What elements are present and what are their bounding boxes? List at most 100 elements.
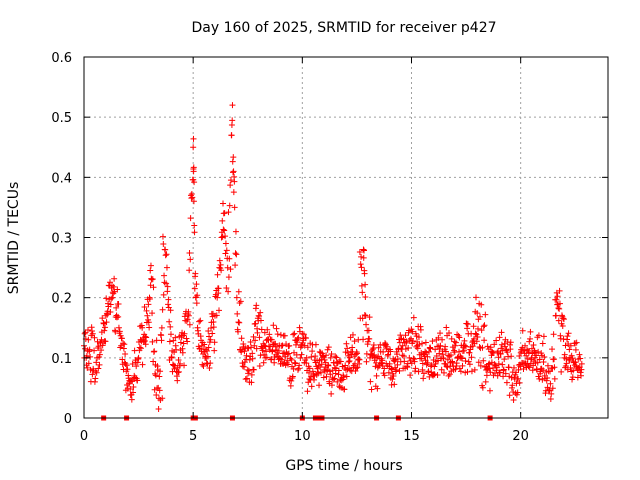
data-point	[191, 222, 198, 229]
data-point	[388, 365, 395, 372]
data-point	[453, 360, 460, 367]
data-point	[506, 392, 513, 399]
data-point	[462, 358, 469, 365]
data-point	[546, 387, 553, 394]
data-point	[370, 341, 377, 348]
data-point	[430, 371, 437, 378]
data-point	[498, 329, 505, 336]
data-point	[306, 365, 313, 372]
data-point	[360, 254, 367, 261]
data-point	[227, 266, 234, 273]
data-point	[230, 154, 237, 161]
data-point	[349, 344, 356, 351]
data-point	[285, 343, 292, 350]
data-point	[175, 368, 182, 375]
data-point	[165, 296, 172, 303]
data-point	[473, 294, 480, 301]
data-point	[220, 226, 227, 233]
data-point	[279, 342, 286, 349]
data-point	[190, 135, 197, 142]
data-point	[291, 359, 298, 366]
data-point	[394, 355, 401, 362]
data-point	[465, 358, 472, 365]
data-point	[480, 323, 487, 330]
data-point	[307, 373, 314, 380]
data-point	[308, 353, 315, 360]
data-point	[444, 364, 451, 371]
data-point	[155, 405, 162, 412]
data-point	[231, 178, 238, 185]
data-point	[227, 182, 234, 189]
data-point	[333, 354, 340, 361]
data-point	[343, 373, 350, 380]
data-point	[260, 359, 267, 366]
data-point	[566, 346, 573, 353]
data-point	[496, 334, 503, 341]
data-point	[172, 334, 179, 341]
data-point	[536, 356, 543, 363]
data-point	[166, 357, 173, 364]
data-point	[388, 366, 395, 373]
data-point	[222, 233, 229, 240]
data-point	[555, 317, 562, 324]
data-point	[150, 284, 157, 291]
data-point	[556, 305, 563, 312]
data-point	[210, 324, 217, 331]
data-point	[504, 349, 511, 356]
data-point	[549, 346, 556, 353]
data-point	[190, 164, 197, 171]
data-point	[285, 361, 292, 368]
data-point	[459, 355, 466, 362]
data-point	[256, 334, 263, 341]
data-point	[243, 352, 250, 359]
data-point	[437, 330, 444, 337]
data-point	[241, 348, 248, 355]
data-point	[298, 351, 305, 358]
data-point	[547, 380, 554, 387]
data-point	[477, 313, 484, 320]
data-point	[526, 364, 533, 371]
data-point	[264, 326, 271, 333]
data-point	[102, 338, 109, 345]
data-point	[160, 241, 167, 248]
data-point	[480, 357, 487, 364]
data-point	[470, 323, 477, 330]
data-point	[316, 382, 323, 389]
data-point	[107, 309, 114, 316]
data-point	[451, 347, 458, 354]
data-point	[290, 331, 297, 338]
data-point	[142, 341, 149, 348]
data-point	[456, 348, 463, 355]
data-point	[139, 324, 146, 331]
data-point	[257, 317, 264, 324]
data-point	[555, 305, 562, 312]
data-point	[367, 378, 374, 385]
data-point	[263, 348, 270, 355]
data-point	[136, 344, 143, 351]
data-point	[312, 353, 319, 360]
data-point	[201, 341, 208, 348]
data-point	[109, 294, 116, 301]
data-point	[576, 351, 583, 358]
data-point	[113, 304, 120, 311]
data-point	[142, 333, 149, 340]
data-point	[412, 365, 419, 372]
data-point	[578, 360, 585, 367]
data-point	[507, 346, 514, 353]
data-point	[111, 275, 118, 282]
data-point	[379, 357, 386, 364]
data-point	[507, 339, 514, 346]
data-point	[569, 374, 576, 381]
data-point	[358, 282, 365, 289]
data-point	[540, 333, 547, 340]
data-point	[193, 281, 200, 288]
data-point	[144, 312, 151, 319]
data-point	[150, 358, 157, 365]
data-point	[180, 340, 187, 347]
data-point	[495, 354, 502, 361]
data-point	[149, 310, 156, 317]
data-point	[328, 390, 335, 397]
data-point	[330, 376, 337, 383]
data-point	[361, 311, 368, 318]
data-point	[493, 364, 500, 371]
